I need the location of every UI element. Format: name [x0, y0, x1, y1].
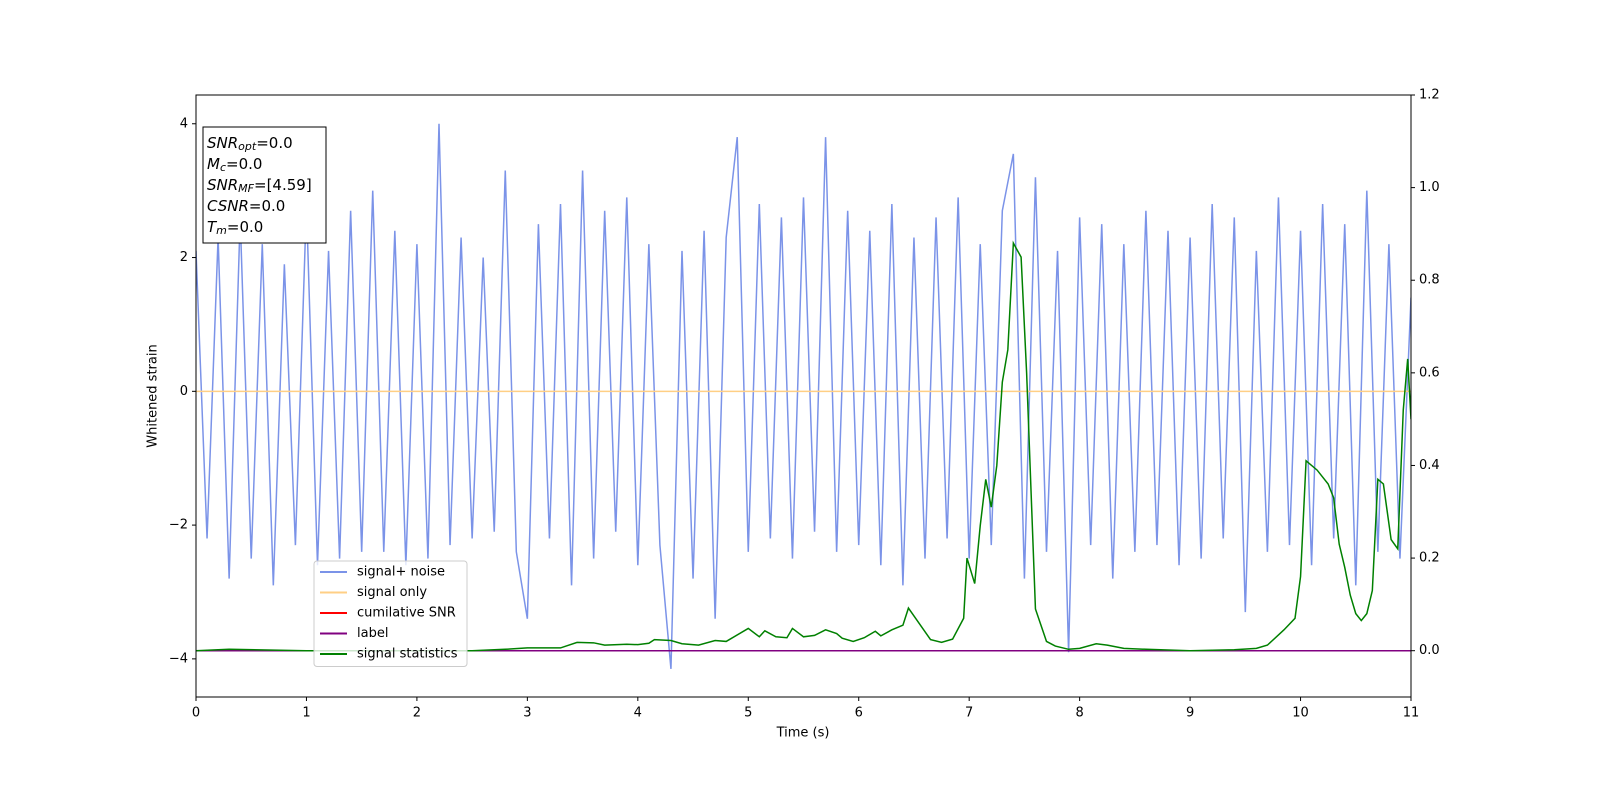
x-tick-label: 4 [634, 706, 642, 721]
x-axis-label: Time (s) [776, 726, 830, 741]
annotation-value: =[4.59] [254, 176, 312, 194]
x-tick-label: 1 [302, 706, 310, 721]
annotation-value: =0.0 [226, 155, 262, 173]
y-tick-label: 2 [180, 250, 188, 265]
annotation-subscript: opt [238, 140, 257, 153]
annotation-symbol: SNR [207, 134, 238, 152]
annotation-line: SNRopt=0.0 [207, 134, 293, 154]
y-tick-label: 0 [180, 384, 188, 399]
legend-label: signal statistics [357, 647, 458, 662]
y2-tick-label: 1.0 [1419, 180, 1440, 195]
annotation-symbol: M [207, 155, 220, 173]
y2-tick-label: 1.2 [1419, 88, 1440, 103]
axes-frame [195, 94, 1412, 698]
annotation-value: =0.0 [249, 197, 285, 215]
x-tick-label: 6 [855, 706, 863, 721]
annotation-box [202, 126, 327, 244]
y2-tick-label: 0.0 [1419, 643, 1440, 658]
y2-tick-label: 0.6 [1419, 365, 1440, 380]
x-tick-label: 5 [744, 706, 752, 721]
y-axis-label: Whitened strain [146, 344, 161, 447]
y-tick-label: −4 [169, 651, 188, 666]
x-tick-label: 3 [523, 706, 531, 721]
x-tick-label: 2 [413, 706, 421, 721]
x-tick-label: 9 [1186, 706, 1194, 721]
x-tick-label: 7 [965, 706, 973, 721]
legend-label: signal+ noise [357, 565, 445, 580]
y-tick-label: −2 [169, 518, 188, 533]
annotation-symbol: SNR [207, 176, 238, 194]
y2-tick-label: 0.2 [1419, 551, 1440, 566]
legend-label: cumilative SNR [357, 606, 456, 621]
legend-box [313, 560, 468, 667]
annotation-symbol: T [207, 218, 218, 236]
annotation-subscript: MF [238, 182, 254, 195]
annotation-value: =0.0 [256, 134, 292, 152]
x-tick-label: 8 [1075, 706, 1083, 721]
x-tick-label: 0 [192, 706, 200, 721]
series-line [196, 123, 1411, 669]
annotation-subscript: c [220, 161, 226, 174]
annotation-line: SNRMF=[4.59] [207, 176, 312, 196]
y2-tick-label: 0.8 [1419, 273, 1440, 288]
annotation-line: Mc=0.0 [207, 155, 262, 175]
annotation-value: =0.0 [227, 218, 263, 236]
x-tick-label: 10 [1292, 706, 1309, 721]
y2-tick-label: 0.4 [1419, 458, 1440, 473]
y-tick-label: 4 [180, 116, 188, 131]
x-tick-label: 11 [1403, 706, 1420, 721]
annotation-symbol: CSNR [207, 197, 249, 215]
legend-label: label [357, 626, 388, 641]
annotation-subscript: m [216, 224, 227, 237]
series-line [196, 240, 1411, 652]
legend-label: signal only [357, 585, 427, 600]
annotation-line: CSNR=0.0 [207, 197, 285, 215]
annotation-line: Tm=0.0 [207, 218, 263, 238]
